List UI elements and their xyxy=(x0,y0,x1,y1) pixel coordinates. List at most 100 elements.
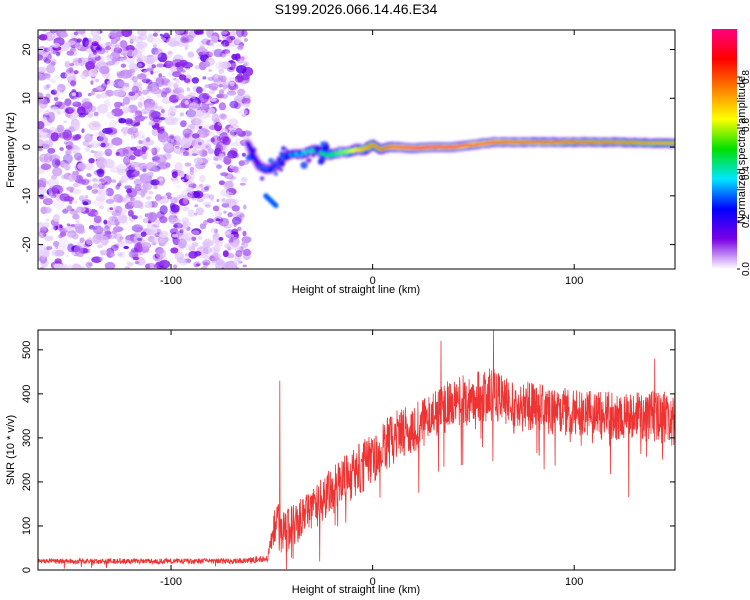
noise-blob xyxy=(141,228,147,233)
noise-blob xyxy=(66,186,75,192)
ridge-blob xyxy=(297,152,302,157)
noise-blob xyxy=(188,245,196,252)
ridge-blob xyxy=(283,155,289,161)
ridge-segment xyxy=(363,146,368,150)
noise-blob xyxy=(115,151,120,156)
noise-blob xyxy=(180,172,185,178)
noise-blob xyxy=(128,250,139,259)
noise-blob xyxy=(199,40,206,48)
noise-blob xyxy=(58,237,69,248)
noise-blob xyxy=(101,185,107,190)
noise-blob xyxy=(47,33,54,41)
colorbar-tick-label: 0.4 xyxy=(741,166,750,180)
noise-blob xyxy=(129,197,136,202)
colorbar-ticks: 0.0 0.2 0.4 0.6 0.8 xyxy=(737,70,750,276)
noise-blob xyxy=(134,242,143,253)
noise-blob xyxy=(117,182,122,187)
noise-blob xyxy=(71,119,79,128)
noise-blob xyxy=(208,83,219,91)
ridge-blob xyxy=(285,153,290,157)
noise-blob xyxy=(228,118,239,126)
noise-blob xyxy=(137,101,143,108)
noise-blob xyxy=(137,63,143,68)
noise-blob xyxy=(241,152,246,157)
noise-blob xyxy=(144,237,155,247)
noise-blob xyxy=(78,112,86,118)
noise-blob xyxy=(181,189,193,201)
noise-blob xyxy=(202,93,210,100)
noise-blob xyxy=(208,194,215,200)
noise-blob xyxy=(119,40,128,49)
noise-blob xyxy=(213,48,224,58)
spectrogram-y-tick-label: 10 xyxy=(21,92,33,104)
spectrogram-y-tick-label: -10 xyxy=(21,188,33,204)
noise-blob xyxy=(45,246,53,251)
noise-blob xyxy=(139,174,145,179)
noise-blob xyxy=(156,106,164,110)
noise-blob xyxy=(185,237,193,243)
noise-blob xyxy=(172,87,182,94)
noise-blob xyxy=(80,265,85,269)
noise-blob xyxy=(193,212,198,216)
noise-blob xyxy=(150,37,162,46)
noise-blob xyxy=(52,42,60,48)
noise-blob xyxy=(125,70,135,77)
noise-blob xyxy=(92,178,98,182)
noise-blob xyxy=(151,156,160,161)
noise-blob xyxy=(231,205,240,212)
noise-blob xyxy=(191,230,200,236)
noise-blob xyxy=(201,150,208,156)
noise-blob xyxy=(203,219,208,226)
noise-blob xyxy=(218,75,224,82)
noise-blob xyxy=(224,191,234,198)
noise-blob xyxy=(170,139,174,143)
figure-title: S199.2026.066.14.46.E34 xyxy=(275,1,438,17)
noise-blob xyxy=(146,229,156,236)
noise-blob xyxy=(171,233,179,238)
snr-y-tick-label: 100 xyxy=(21,517,33,535)
noise-blob xyxy=(200,133,205,138)
noise-blob xyxy=(180,36,187,44)
noise-blob xyxy=(97,103,109,114)
noise-blob xyxy=(242,230,247,237)
noise-blob xyxy=(187,51,195,58)
noise-blob xyxy=(199,45,206,51)
noise-blob xyxy=(237,88,246,97)
noise-blob xyxy=(103,158,115,169)
noise-blob xyxy=(209,90,215,95)
noise-blob xyxy=(220,114,226,119)
noise-blob xyxy=(241,30,248,38)
noise-blob xyxy=(186,108,197,120)
snr-x-tick-label: -100 xyxy=(160,576,182,588)
noise-blob xyxy=(93,225,104,235)
snr-plot-area xyxy=(38,330,675,570)
noise-blob xyxy=(125,162,132,168)
ridge-blob xyxy=(305,157,312,163)
noise-blob xyxy=(86,173,92,178)
noise-blob xyxy=(90,228,94,231)
noise-blob xyxy=(38,92,44,100)
noise-blob xyxy=(54,74,61,80)
noise-blob xyxy=(52,155,57,158)
noise-blob xyxy=(141,89,150,95)
noise-blob xyxy=(113,243,120,249)
noise-blob xyxy=(99,190,109,196)
noise-blob xyxy=(195,127,199,131)
noise-blob xyxy=(60,161,64,166)
noise-blob xyxy=(63,141,68,145)
noise-blob xyxy=(241,177,248,183)
noise-blob xyxy=(192,228,197,235)
ridge-segment xyxy=(643,141,656,145)
snr-frame xyxy=(37,329,676,571)
noise-blob xyxy=(205,114,211,118)
noise-blob xyxy=(127,187,138,198)
noise-blob xyxy=(148,33,154,38)
noise-blob xyxy=(199,174,206,183)
noise-blob xyxy=(46,178,60,187)
noise-blob xyxy=(140,231,147,237)
noise-blob xyxy=(206,185,211,188)
noise-blob xyxy=(210,227,217,234)
noise-blob xyxy=(133,178,143,186)
ridge-blob xyxy=(317,158,324,165)
noise-blob xyxy=(121,30,133,38)
